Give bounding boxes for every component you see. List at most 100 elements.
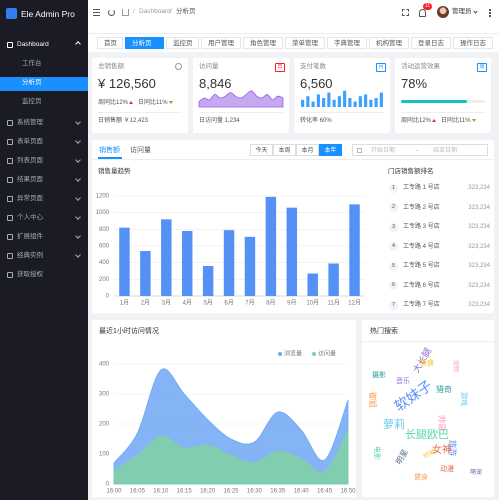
stat-title: 支付笔数 [300, 63, 326, 70]
trend-label: 周同比12% [401, 118, 432, 124]
bar [337, 96, 341, 107]
search-word[interactable]: 动漫 [440, 466, 454, 473]
card-title: 热门搜索 [370, 328, 398, 335]
rank-number: 7 [392, 301, 396, 308]
tab[interactable]: 用户管理 [201, 37, 241, 49]
menu-item[interactable]: Dashboard [17, 40, 49, 48]
tab[interactable]: 首页 [97, 37, 123, 49]
menu-item[interactable]: 异常页面 [17, 194, 43, 202]
search-word[interactable]: 美食 [420, 360, 434, 367]
search-word[interactable]: 音乐 [396, 378, 410, 385]
search-word[interactable]: 旅游 [448, 440, 457, 456]
tab[interactable]: 菜单管理 [285, 37, 325, 49]
period-button[interactable]: 今天 [250, 144, 273, 156]
rank-badge: 4 [389, 242, 398, 251]
search-word[interactable]: 猎奇 [436, 385, 452, 394]
avatar[interactable] [437, 6, 449, 18]
menu-item[interactable]: 监控页 [22, 97, 42, 105]
breadcrumb-item: 分析页 [176, 8, 196, 15]
area [113, 428, 349, 485]
calendar-icon [357, 148, 362, 153]
x-tick-label: 9月 [287, 300, 296, 307]
tab[interactable]: 机构管理 [369, 37, 409, 49]
rank-name: 工专路 7 号店 [403, 302, 440, 308]
search-word[interactable]: 电影 [373, 446, 380, 460]
menu-item[interactable]: 工作台 [22, 59, 42, 67]
stat-value: ¥ 126,560 [98, 76, 156, 91]
ranking-title: 门店销售额排名 [388, 168, 434, 175]
tab[interactable]: 字典管理 [327, 37, 367, 49]
period-label: 本周 [278, 147, 291, 154]
sales-chart: 0 200 400 600 800 1000 1200 1月 2月 3月 4月 5月 6月 7月 8月 9月 1… [96, 194, 365, 307]
bar [286, 207, 298, 296]
rank-badge: 3 [389, 222, 398, 232]
bar [140, 251, 151, 296]
rank-badge: 2 [389, 203, 398, 212]
search-word[interactable]: 帅哥 [437, 415, 446, 431]
menu-icon [7, 234, 13, 240]
stat-value: 8,846 [199, 76, 232, 91]
x-tick-label: 1月 [120, 300, 129, 307]
search-word[interactable]: 宠物 [452, 360, 458, 373]
menu-item[interactable]: 系统管理 [17, 118, 43, 126]
bar [311, 101, 315, 107]
search-word[interactable]: 健身 [414, 474, 428, 481]
period-button[interactable]: 本年 [319, 144, 342, 156]
legend-label: 浏览量 [284, 350, 302, 358]
menu-item[interactable]: 经典实例 [17, 251, 43, 259]
search-word[interactable]: 长腿欧巴 [405, 429, 449, 441]
visits-chart: 0 100 200 300 400 16:00 16:05 16:10 16:15 16:20 16… [99, 350, 356, 495]
rank-value: 323,234 [468, 302, 490, 308]
tab[interactable]: 角色管理 [243, 37, 283, 49]
chart-title: 最近1小时访问情况 [99, 328, 159, 335]
sparkline [301, 90, 383, 107]
x-tick-label: 16:05 [130, 489, 146, 495]
search-word[interactable]: 萝莉 [383, 419, 405, 431]
menu-item[interactable]: 获取授权 [17, 270, 43, 278]
date-range[interactable]: 开始日期 - 结束日期 [352, 144, 488, 156]
y-tick-label: 1200 [96, 194, 110, 200]
rank-value: 323,234 [468, 185, 490, 191]
tab-label: 登录日志 [418, 39, 444, 47]
search-word[interactable]: 游戏 [460, 392, 467, 406]
hot-search-card [362, 320, 494, 497]
date-start: 开始日期 [371, 148, 396, 154]
menu-item[interactable]: 扩展组件 [17, 232, 43, 240]
tab-label: 分析页 [132, 39, 152, 47]
tab[interactable]: 登录日志 [411, 37, 451, 49]
menu-item[interactable]: 列表页面 [17, 156, 43, 164]
bar [379, 92, 383, 107]
refresh-icon[interactable] [108, 9, 115, 16]
tab[interactable]: 操作日志 [453, 37, 493, 49]
bar [328, 263, 339, 296]
card-divider [300, 112, 384, 113]
period-button[interactable]: 本月 [296, 144, 319, 156]
menu-item[interactable]: 结果页面 [17, 175, 43, 183]
breadcrumb-item[interactable]: Dashboard [139, 8, 171, 15]
card-tab[interactable]: 销售额 [99, 147, 120, 154]
rank-name: 工专路 1 号店 [403, 185, 440, 191]
menu-item[interactable]: 分析页 [22, 78, 42, 86]
period-button[interactable]: 本周 [273, 144, 296, 156]
search-word[interactable]: 萌宠 [470, 470, 483, 476]
bell-icon[interactable] [419, 9, 426, 17]
tab[interactable]: 分析页 [125, 37, 164, 49]
y-tick-label: 0 [106, 294, 110, 300]
trend-label: 日同比11% [138, 100, 168, 106]
period-label: 本年 [324, 147, 337, 154]
rank-number: 4 [392, 243, 396, 249]
fullscreen-icon[interactable] [402, 9, 409, 16]
search-word[interactable]: 摄影 [372, 372, 386, 379]
card-tab[interactable]: 访问量 [130, 147, 151, 154]
search-word[interactable]: 御姐 [368, 392, 377, 408]
user-name[interactable]: 管理员 [452, 8, 472, 15]
date-separator: - [416, 148, 418, 154]
search-word[interactable]: 女神 [432, 445, 452, 456]
tab-label: 菜单管理 [292, 39, 318, 47]
tab[interactable]: 监控页 [166, 37, 199, 49]
stat-tag: 月 [376, 63, 387, 72]
menu-item[interactable]: 个人中心 [17, 213, 43, 221]
stat-tag: 周 [477, 63, 488, 72]
breadcrumb-separator: / [170, 8, 172, 15]
menu-item[interactable]: 表单页面 [17, 137, 43, 145]
